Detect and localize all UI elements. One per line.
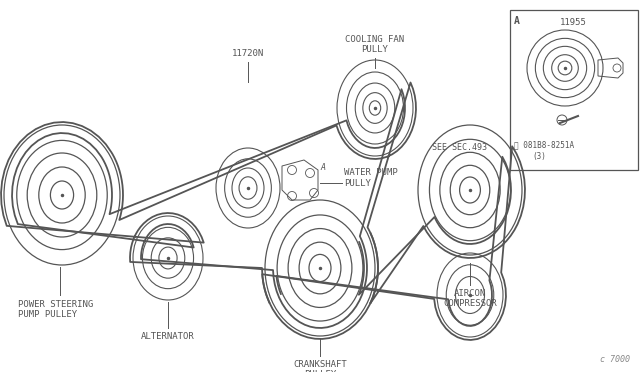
Text: AIRCON
COMPRESSOR: AIRCON COMPRESSOR [443, 289, 497, 308]
Text: A: A [514, 16, 520, 26]
Bar [510, 10, 638, 170]
Text: 11720N: 11720N [232, 49, 264, 58]
Text: A: A [320, 163, 325, 172]
Text: COOLING FAN
PULLY: COOLING FAN PULLY [346, 35, 404, 54]
Text: SEE SEC.493: SEE SEC.493 [432, 144, 487, 153]
Text: WATER PUMP
PULLY: WATER PUMP PULLY [344, 168, 397, 188]
Text: Ⓑ 081B8-8251A: Ⓑ 081B8-8251A [514, 140, 574, 149]
Text: ALTERNATOR: ALTERNATOR [141, 332, 195, 341]
Text: c 7000: c 7000 [600, 355, 630, 364]
Text: POWER STEERING
PUMP PULLEY: POWER STEERING PUMP PULLEY [18, 300, 93, 320]
Text: (3): (3) [532, 152, 546, 161]
Text: CRANKSHAFT
PULLEY: CRANKSHAFT PULLEY [293, 360, 347, 372]
Text: 11955: 11955 [559, 18, 586, 27]
